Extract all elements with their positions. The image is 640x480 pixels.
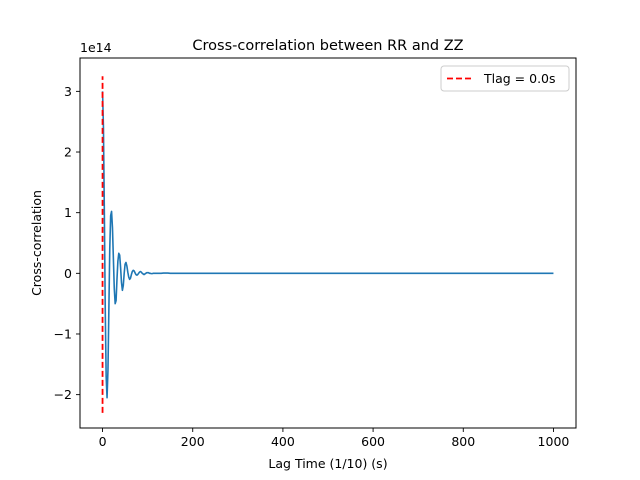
y-tick-label: 3 (64, 84, 72, 99)
series-layer (101, 76, 554, 413)
series-line-0 (101, 91, 554, 399)
y-axis-label: Cross-correlation (29, 190, 44, 296)
plot-area (80, 58, 576, 428)
chart-title: Cross-correlation between RR and ZZ (192, 38, 463, 54)
x-tick-label: 0 (99, 434, 107, 449)
y-axis-ticks: −2 −1 0 1 2 3 (54, 84, 80, 402)
plot-frame (79, 57, 577, 429)
y-tick-label: 1 (64, 205, 72, 220)
y-tick-label: −2 (54, 387, 72, 402)
y-tick-label: 0 (64, 266, 72, 281)
y-tick-label: 2 (64, 145, 72, 160)
x-tick-label: 400 (271, 434, 295, 449)
x-tick-label: 200 (181, 434, 205, 449)
legend: Tlag = 0.0s (440, 65, 570, 92)
x-tick-label: 1000 (538, 434, 570, 449)
y-offset-label: 1e14 (80, 40, 112, 55)
x-axis-ticks: 0 200 400 600 800 1000 (99, 428, 570, 449)
x-tick-label: 800 (451, 434, 475, 449)
x-axis-label: Lag Time (1/10) (s) (268, 456, 387, 471)
y-tick-label: −1 (54, 326, 72, 341)
x-tick-label: 600 (361, 434, 385, 449)
legend-box (440, 65, 570, 92)
legend-label: Tlag = 0.0s (483, 71, 556, 86)
